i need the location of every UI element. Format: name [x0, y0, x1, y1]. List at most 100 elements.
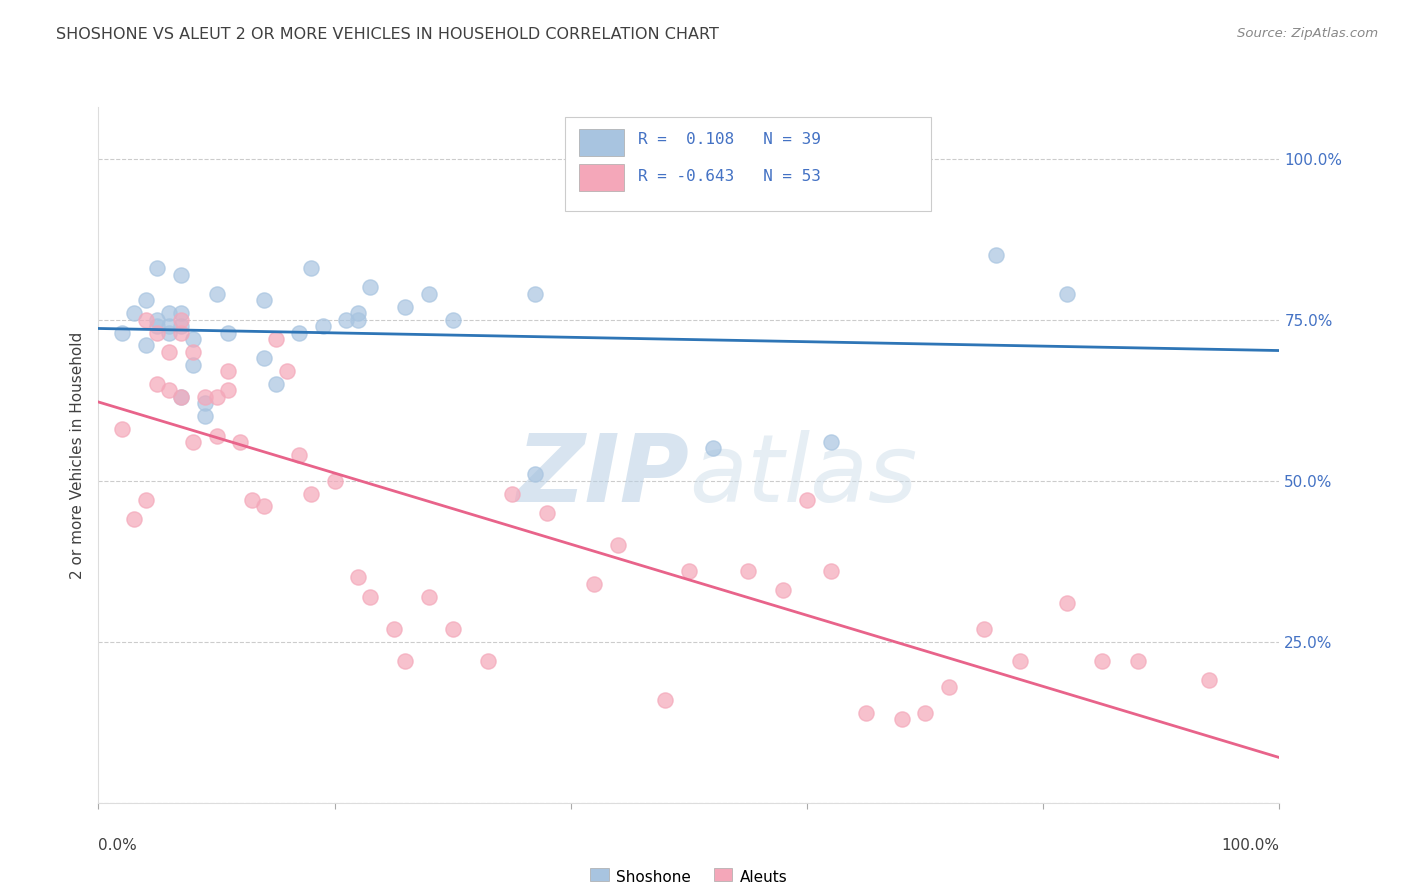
- Point: [524, 286, 547, 301]
- Point: [276, 364, 298, 378]
- Point: [418, 286, 440, 301]
- Point: [217, 364, 239, 378]
- Point: [501, 486, 523, 500]
- FancyBboxPatch shape: [579, 129, 624, 156]
- Point: [820, 564, 842, 578]
- Point: [359, 590, 381, 604]
- Text: SHOSHONE VS ALEUT 2 OR MORE VEHICLES IN HOUSEHOLD CORRELATION CHART: SHOSHONE VS ALEUT 2 OR MORE VEHICLES IN …: [56, 27, 718, 42]
- Point: [229, 435, 252, 450]
- Point: [194, 409, 217, 424]
- Point: [914, 706, 936, 720]
- Text: R = -0.643   N = 53: R = -0.643 N = 53: [638, 169, 821, 184]
- Point: [157, 344, 180, 359]
- Point: [394, 300, 416, 314]
- Point: [181, 358, 204, 372]
- Point: [323, 474, 346, 488]
- Point: [135, 312, 157, 326]
- Point: [181, 435, 204, 450]
- Point: [111, 422, 134, 436]
- Point: [181, 332, 204, 346]
- Point: [170, 306, 193, 320]
- Point: [240, 493, 263, 508]
- Point: [194, 390, 217, 404]
- Point: [772, 583, 794, 598]
- Point: [312, 319, 335, 334]
- Point: [253, 293, 276, 308]
- Point: [441, 622, 464, 636]
- Point: [205, 390, 228, 404]
- Point: [1198, 673, 1220, 688]
- Point: [288, 448, 311, 462]
- Point: [335, 312, 357, 326]
- Point: [146, 377, 169, 392]
- Point: [1056, 286, 1078, 301]
- Point: [1056, 596, 1078, 610]
- Point: [441, 312, 464, 326]
- Point: [973, 622, 995, 636]
- Point: [146, 312, 169, 326]
- Point: [347, 570, 370, 584]
- Point: [796, 493, 818, 508]
- Text: 0.0%: 0.0%: [98, 838, 138, 854]
- Point: [299, 486, 322, 500]
- Point: [583, 576, 606, 591]
- Point: [170, 390, 193, 404]
- Point: [170, 326, 193, 340]
- Point: [146, 319, 169, 334]
- Point: [654, 692, 676, 706]
- Point: [737, 564, 759, 578]
- Point: [264, 332, 287, 346]
- Point: [702, 442, 724, 456]
- Point: [146, 326, 169, 340]
- Text: R =  0.108   N = 39: R = 0.108 N = 39: [638, 132, 821, 147]
- Point: [418, 590, 440, 604]
- Text: ZIP: ZIP: [516, 430, 689, 522]
- Point: [288, 326, 311, 340]
- Point: [394, 654, 416, 668]
- Point: [135, 338, 157, 352]
- Point: [170, 319, 193, 334]
- Point: [146, 261, 169, 276]
- Point: [938, 680, 960, 694]
- Text: 100.0%: 100.0%: [1222, 838, 1279, 854]
- Point: [820, 435, 842, 450]
- FancyBboxPatch shape: [579, 164, 624, 191]
- Point: [607, 538, 630, 552]
- Point: [135, 293, 157, 308]
- Point: [382, 622, 405, 636]
- Point: [890, 712, 912, 726]
- FancyBboxPatch shape: [565, 118, 931, 211]
- Point: [678, 564, 700, 578]
- Point: [855, 706, 877, 720]
- Point: [157, 319, 180, 334]
- Point: [170, 268, 193, 282]
- Point: [524, 467, 547, 482]
- Point: [217, 326, 239, 340]
- Point: [205, 428, 228, 442]
- Point: [1091, 654, 1114, 668]
- Point: [217, 384, 239, 398]
- Point: [253, 500, 276, 514]
- Point: [536, 506, 558, 520]
- Point: [1126, 654, 1149, 668]
- Point: [170, 312, 193, 326]
- Point: [264, 377, 287, 392]
- Point: [181, 344, 204, 359]
- Point: [299, 261, 322, 276]
- Legend: Shoshone, Aleuts: Shoshone, Aleuts: [582, 863, 796, 892]
- Point: [253, 351, 276, 366]
- Point: [157, 384, 180, 398]
- Point: [194, 396, 217, 410]
- Point: [477, 654, 499, 668]
- Point: [122, 512, 145, 526]
- Point: [170, 390, 193, 404]
- Point: [135, 493, 157, 508]
- Point: [205, 286, 228, 301]
- Text: Source: ZipAtlas.com: Source: ZipAtlas.com: [1237, 27, 1378, 40]
- Point: [157, 306, 180, 320]
- Point: [347, 312, 370, 326]
- Text: atlas: atlas: [689, 430, 917, 521]
- Y-axis label: 2 or more Vehicles in Household: 2 or more Vehicles in Household: [70, 331, 86, 579]
- Point: [984, 248, 1007, 262]
- Point: [157, 326, 180, 340]
